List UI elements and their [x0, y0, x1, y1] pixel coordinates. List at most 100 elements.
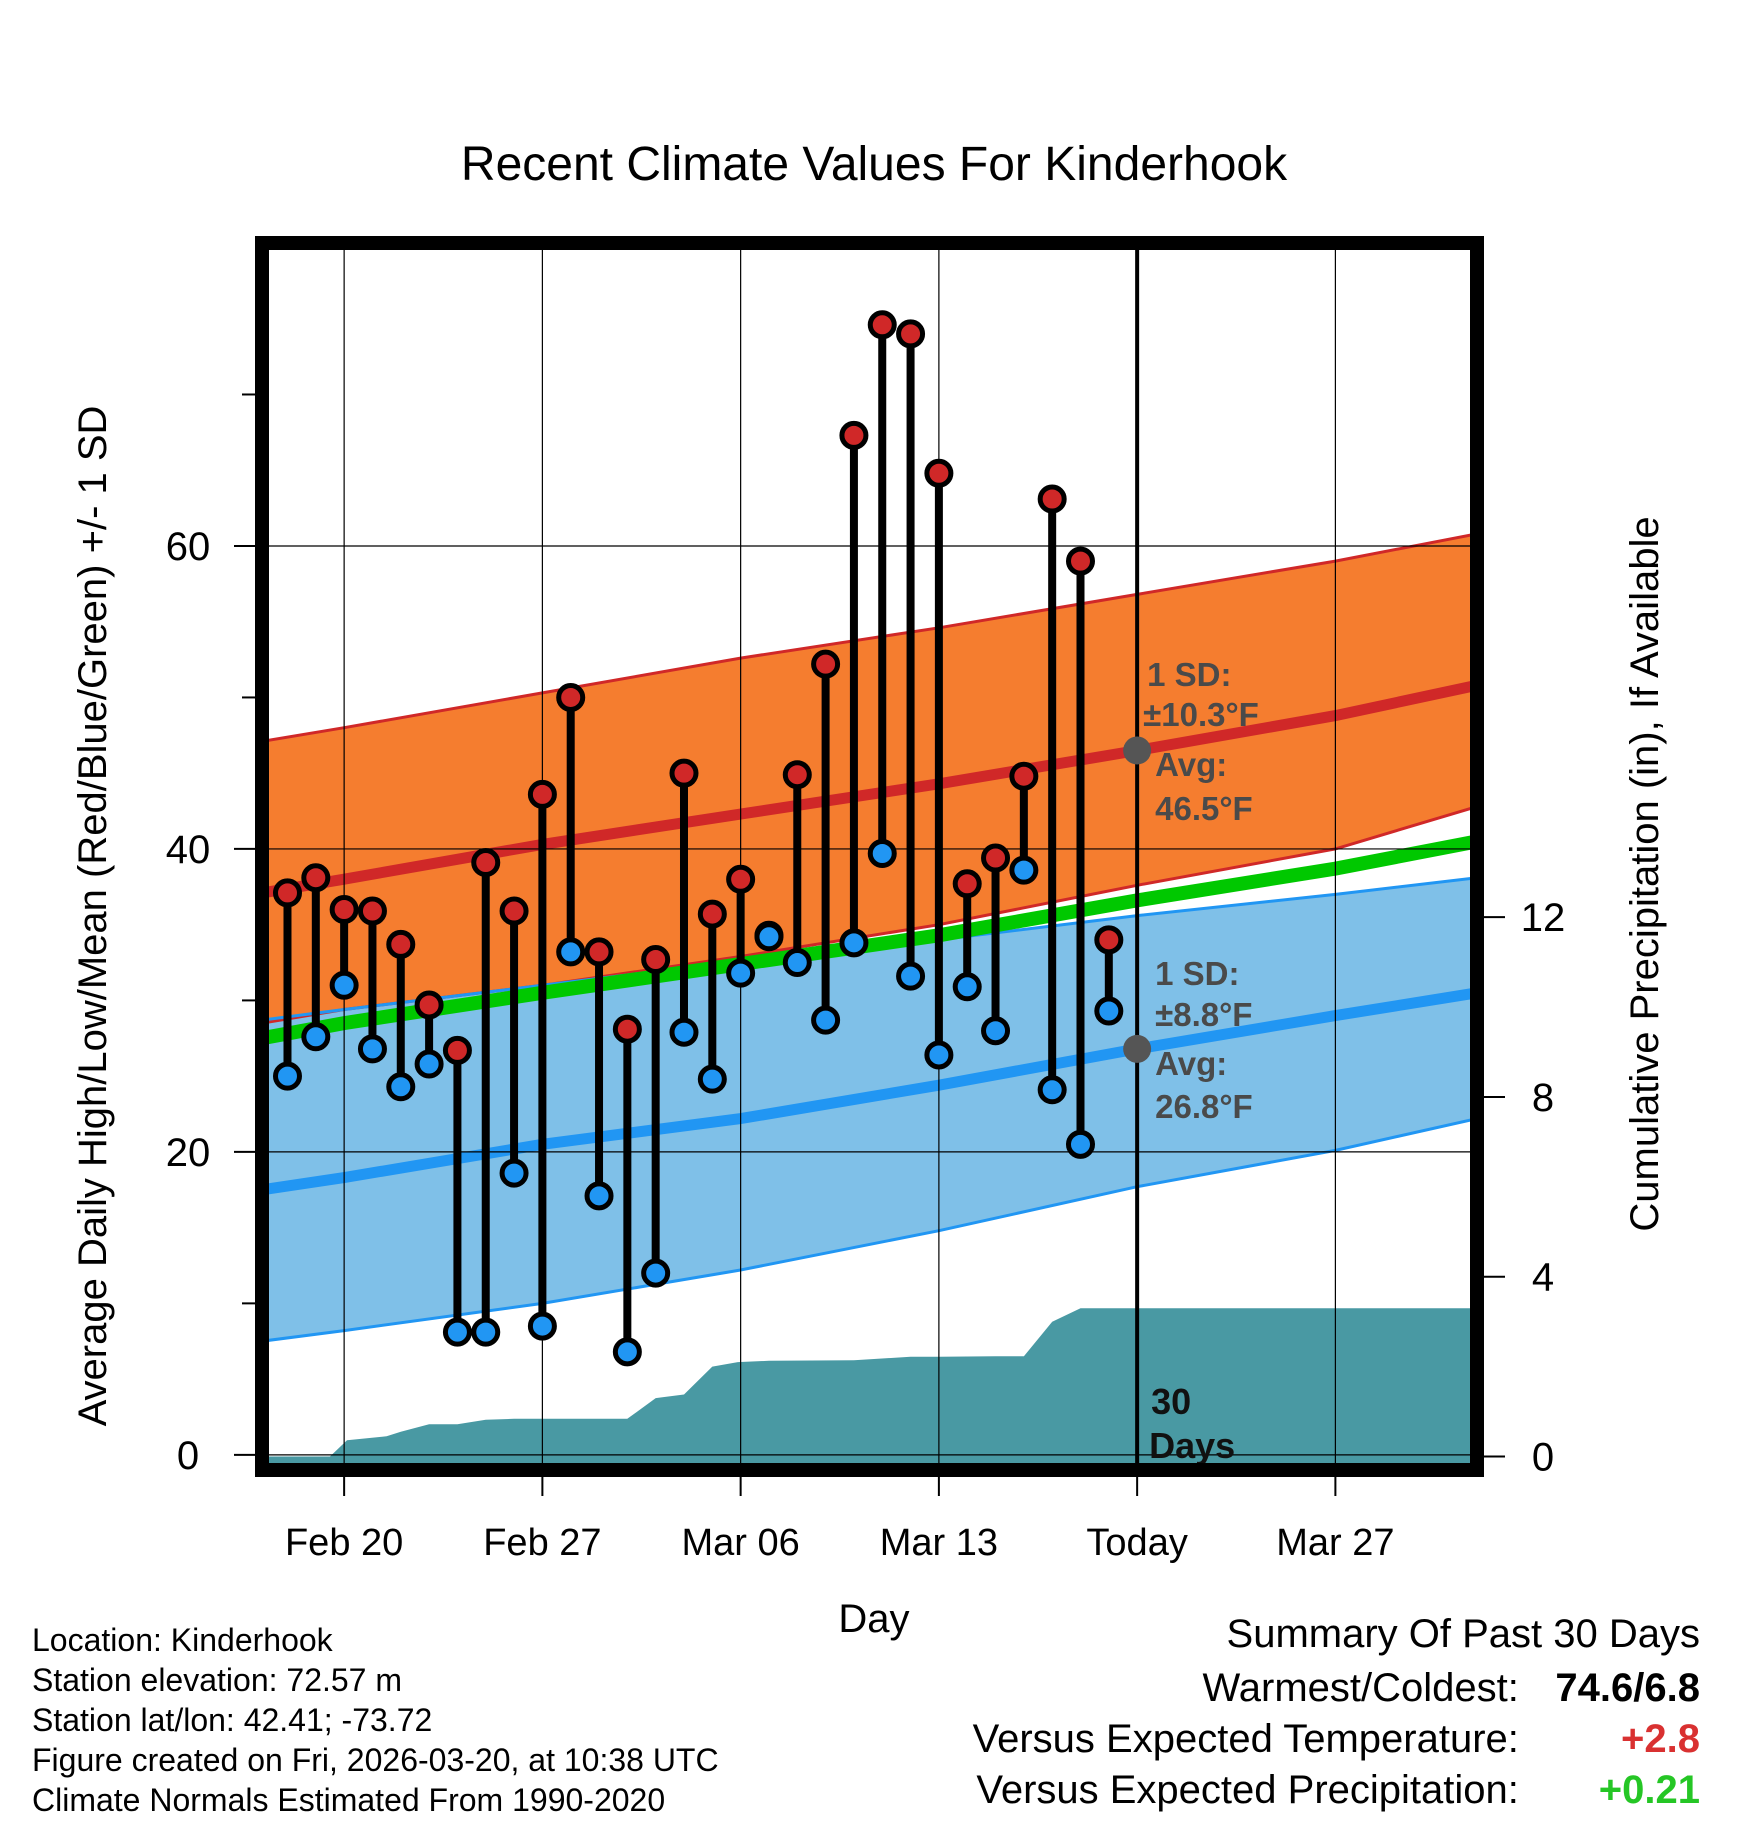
temp-anomaly-row: Versus Expected Temperature: +2.8 — [973, 1714, 1700, 1765]
daily-low-point — [782, 948, 812, 978]
daily-high-point — [357, 896, 387, 926]
daily-high-point — [386, 929, 416, 959]
high-avg-value: 46.5°F — [1155, 790, 1253, 827]
daily-low-point — [1037, 1075, 1067, 1105]
daily-low-point — [471, 1317, 501, 1347]
cumulative-precip-area — [262, 1308, 1477, 1470]
y2-axis-label: Cumulative Precipitation (in), If Availa… — [1623, 516, 1667, 1231]
today-low-avg-marker — [1123, 1034, 1152, 1063]
daily-high-point — [669, 758, 699, 788]
latlon-text: Station lat/lon: 42.41; -73.72 — [32, 1702, 433, 1738]
daily-high-point — [1065, 546, 1095, 576]
daily-high-point — [471, 848, 501, 878]
temp-anomaly-label: Versus Expected Temperature: — [972, 1717, 1519, 1761]
daily-high-point — [584, 937, 614, 967]
daily-low-point — [556, 937, 586, 967]
daily-high-point — [896, 319, 926, 349]
normal-high-band — [262, 533, 1477, 1024]
daily-low-point — [499, 1158, 529, 1188]
daily-high-point — [1094, 925, 1124, 955]
daily-low-point — [584, 1181, 614, 1211]
daily-low-point — [726, 958, 756, 988]
normal-low-lower-line — [262, 1117, 1477, 1343]
daily-high-point — [867, 310, 897, 340]
daily-high-point — [1037, 484, 1067, 514]
daily-high-point — [272, 878, 302, 908]
normal-high-avg-line — [262, 679, 1477, 899]
warmest-coldest-value: 74.6/6.8 — [1555, 1666, 1700, 1710]
low-avg-label: Avg: — [1155, 1045, 1227, 1082]
y2-tick-label: 12 — [1521, 896, 1566, 940]
y-tick-label: 0 — [177, 1434, 199, 1478]
y-tick-label: 60 — [166, 525, 211, 569]
daily-low-point — [896, 961, 926, 991]
daily-low-point — [329, 970, 359, 1000]
x-tick-label: Mar 27 — [1276, 1522, 1394, 1564]
daily-low-point — [952, 972, 982, 1002]
created-text: Figure created on Fri, 2026-03-20, at 10… — [32, 1742, 719, 1778]
elevation-text: Station elevation: 72.57 m — [32, 1662, 403, 1698]
daily-low-point — [414, 1049, 444, 1079]
daily-low-point — [981, 1016, 1011, 1046]
warmest-coldest-row: Warmest/Coldest: 74.6/6.8 — [973, 1663, 1701, 1714]
y2-tick-label: 0 — [1532, 1436, 1554, 1480]
temp-anomaly-value: +2.8 — [1621, 1717, 1700, 1761]
daily-low-point — [1009, 855, 1039, 885]
high-avg-label: Avg: — [1155, 746, 1227, 783]
daily-high-point — [442, 1035, 472, 1065]
daily-low-point — [442, 1317, 472, 1347]
location-text: Location: Kinderhook — [32, 1622, 333, 1658]
daily-low-point — [527, 1311, 557, 1341]
daily-high-point — [697, 899, 727, 929]
daily-high-point — [1009, 761, 1039, 791]
daily-low-point — [669, 1017, 699, 1047]
y-tick-label: 20 — [166, 1131, 211, 1175]
daily-high-point — [641, 945, 671, 975]
precip-anomaly-row: Versus Expected Precipitation: +0.21 — [973, 1765, 1700, 1816]
y-tick-label: 40 — [166, 828, 211, 872]
high-sd-label: 1 SD: — [1147, 656, 1231, 693]
plot-frame — [255, 236, 1484, 1477]
daily-high-point — [301, 863, 331, 893]
daily-high-point — [981, 843, 1011, 873]
daily-low-point — [1065, 1129, 1095, 1159]
daily-low-point — [272, 1061, 302, 1091]
summary-panel: Summary Of Past 30 Days Warmest/Coldest:… — [973, 1612, 1700, 1816]
daily-high-point — [952, 869, 982, 899]
low-sd-label: 1 SD: — [1155, 955, 1239, 992]
daily-high-point — [499, 896, 529, 926]
daily-low-point — [839, 928, 869, 958]
daily-low-point — [754, 922, 784, 952]
x-axis-label: Day — [838, 1597, 909, 1641]
daily-high-point — [556, 682, 586, 712]
x-tick-label: Mar 13 — [880, 1522, 998, 1564]
station-info: Location: Kinderhook Station elevation: … — [32, 1620, 719, 1820]
normal-low-avg-line — [262, 987, 1477, 1196]
daily-high-point — [612, 1014, 642, 1044]
daily-low-point — [867, 838, 897, 868]
y-axis-label: Average Daily High/Low/Mean (Red/Blue/Gr… — [71, 406, 115, 1427]
daily-high-point — [527, 779, 557, 809]
daily-low-point — [924, 1040, 954, 1070]
daily-low-point — [386, 1072, 416, 1102]
daily-low-point — [357, 1034, 387, 1064]
chart-title: Recent Climate Values For Kinderhook — [461, 138, 1288, 191]
daily-high-point — [782, 760, 812, 790]
daily-high-point — [924, 458, 954, 488]
daily-low-point — [612, 1337, 642, 1367]
warmest-coldest-label: Warmest/Coldest: — [1202, 1666, 1519, 1710]
y2-tick-label: 8 — [1532, 1076, 1554, 1120]
daily-high-point — [839, 420, 869, 450]
daily-high-point — [414, 990, 444, 1020]
x-tick-label: Mar 06 — [681, 1522, 799, 1564]
daily-low-point — [301, 1022, 331, 1052]
daily-high-point — [329, 895, 359, 925]
precip-anomaly-value: +0.21 — [1598, 1768, 1700, 1812]
daily-low-point — [1094, 996, 1124, 1026]
high-sd-value: ±10.3°F — [1143, 696, 1259, 733]
y2-tick-label: 4 — [1532, 1256, 1554, 1300]
low-avg-value: 26.8°F — [1155, 1088, 1253, 1125]
